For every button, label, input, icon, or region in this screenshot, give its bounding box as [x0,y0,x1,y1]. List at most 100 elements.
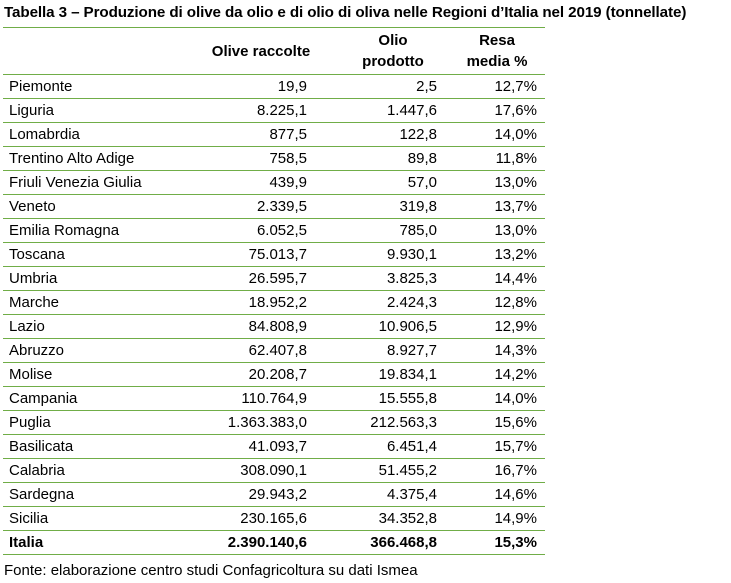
cell-olive: 84.808,9 [177,314,331,339]
cell-oil: 319,8 [331,194,449,219]
cell-olive: 26.595,7 [177,266,331,291]
table-row: Basilicata 41.093,7 6.451,4 15,7% [3,434,545,459]
cell-olive: 1.363.383,0 [177,410,331,435]
table-row: Sardegna 29.943,2 4.375,4 14,6% [3,482,545,507]
cell-region: Sardegna [3,482,177,507]
cell-oil: 10.906,5 [331,314,449,339]
column-header-oil-line1: Olio [378,32,408,49]
table-row: Toscana 75.013,7 9.930,1 13,2% [3,242,545,267]
cell-oil: 15.555,8 [331,386,449,411]
cell-yield: 15,7% [449,434,545,459]
table-row: Lazio 84.808,9 10.906,5 12,9% [3,314,545,339]
cell-region: Sicilia [3,506,177,531]
table-row: Abruzzo 62.407,8 8.927,7 14,3% [3,338,545,363]
cell-olive: 758,5 [177,146,331,171]
column-header-region [3,27,177,75]
cell-yield: 11,8% [449,146,545,171]
cell-region: Toscana [3,242,177,267]
table-header-row: Olive raccolte Olio prodotto Resa media % [3,27,545,75]
cell-olive: 308.090,1 [177,458,331,483]
cell-yield: 15,6% [449,410,545,435]
cell-region: Piemonte [3,74,177,99]
table-row: Puglia 1.363.383,0 212.563,3 15,6% [3,410,545,435]
total-olive: 2.390.140,6 [177,530,331,555]
column-header-olive-label: Olive raccolte [211,42,311,60]
cell-olive: 8.225,1 [177,98,331,123]
cell-region: Basilicata [3,434,177,459]
column-header-oil: Olio prodotto [331,27,449,75]
cell-oil: 122,8 [331,122,449,147]
total-oil: 366.468,8 [331,530,449,555]
table-row: Liguria 8.225,1 1.447,6 17,6% [3,98,545,123]
column-header-yield-line2: media % [466,53,528,70]
cell-olive: 439,9 [177,170,331,195]
cell-region: Lomabrdia [3,122,177,147]
cell-yield: 14,3% [449,338,545,363]
cell-yield: 13,0% [449,218,545,243]
cell-oil: 57,0 [331,170,449,195]
production-table: Olive raccolte Olio prodotto Resa media % … [3,27,545,555]
cell-region: Campania [3,386,177,411]
cell-oil: 34.352,8 [331,506,449,531]
cell-yield: 17,6% [449,98,545,123]
cell-oil: 785,0 [331,218,449,243]
cell-yield: 16,7% [449,458,545,483]
cell-oil: 8.927,7 [331,338,449,363]
table-total-row: Italia 2.390.140,6 366.468,8 15,3% [3,530,545,555]
table-row: Trentino Alto Adige 758,5 89,8 11,8% [3,146,545,171]
cell-olive: 230.165,6 [177,506,331,531]
cell-olive: 2.339,5 [177,194,331,219]
cell-region: Lazio [3,314,177,339]
cell-yield: 12,9% [449,314,545,339]
cell-region: Marche [3,290,177,315]
cell-olive: 6.052,5 [177,218,331,243]
cell-region: Emilia Romagna [3,218,177,243]
cell-region: Molise [3,362,177,387]
cell-region: Puglia [3,410,177,435]
table-row: Friuli Venezia Giulia 439,9 57,0 13,0% [3,170,545,195]
cell-olive: 41.093,7 [177,434,331,459]
table-title: Tabella 3 – Produzione di olive da olio … [4,4,687,21]
column-header-oil-line2: prodotto [362,53,424,70]
cell-olive: 110.764,9 [177,386,331,411]
cell-oil: 2,5 [331,74,449,99]
cell-oil: 19.834,1 [331,362,449,387]
cell-oil: 51.455,2 [331,458,449,483]
table-row: Lomabrdia 877,5 122,8 14,0% [3,122,545,147]
cell-oil: 9.930,1 [331,242,449,267]
cell-olive: 62.407,8 [177,338,331,363]
table-row: Molise 20.208,7 19.834,1 14,2% [3,362,545,387]
total-region: Italia [3,530,177,555]
cell-yield: 13,7% [449,194,545,219]
cell-yield: 14,0% [449,122,545,147]
table-body: Piemonte 19,9 2,5 12,7% Liguria 8.225,1 1.447,… [3,74,545,531]
cell-olive: 75.013,7 [177,242,331,267]
column-header-yield-line1: Resa [479,32,515,49]
table-row: Veneto 2.339,5 319,8 13,7% [3,194,545,219]
cell-yield: 12,8% [449,290,545,315]
table-row: Umbria 26.595,7 3.825,3 14,4% [3,266,545,291]
table-row: Piemonte 19,9 2,5 12,7% [3,74,545,99]
cell-olive: 877,5 [177,122,331,147]
cell-oil: 89,8 [331,146,449,171]
cell-region: Trentino Alto Adige [3,146,177,171]
cell-yield: 14,2% [449,362,545,387]
cell-oil: 3.825,3 [331,266,449,291]
cell-region: Veneto [3,194,177,219]
cell-region: Liguria [3,98,177,123]
cell-yield: 14,0% [449,386,545,411]
table-row: Sicilia 230.165,6 34.352,8 14,9% [3,506,545,531]
cell-olive: 18.952,2 [177,290,331,315]
cell-region: Calabria [3,458,177,483]
source-note: Fonte: elaborazione centro studi Confagr… [4,562,418,579]
cell-olive: 29.943,2 [177,482,331,507]
cell-oil: 6.451,4 [331,434,449,459]
cell-olive: 20.208,7 [177,362,331,387]
cell-yield: 14,6% [449,482,545,507]
cell-oil: 2.424,3 [331,290,449,315]
cell-yield: 14,9% [449,506,545,531]
table-row: Calabria 308.090,1 51.455,2 16,7% [3,458,545,483]
cell-yield: 12,7% [449,74,545,99]
table-row: Campania 110.764,9 15.555,8 14,0% [3,386,545,411]
cell-oil: 212.563,3 [331,410,449,435]
